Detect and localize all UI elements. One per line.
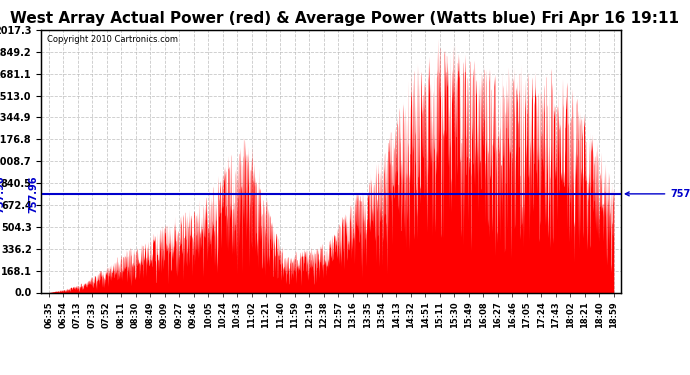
Text: 757.96: 757.96 bbox=[0, 175, 6, 213]
Text: 757.96: 757.96 bbox=[625, 189, 690, 199]
Text: Copyright 2010 Cartronics.com: Copyright 2010 Cartronics.com bbox=[47, 35, 178, 44]
Text: West Array Actual Power (red) & Average Power (Watts blue) Fri Apr 16 19:11: West Array Actual Power (red) & Average … bbox=[10, 11, 680, 26]
Text: 757.96: 757.96 bbox=[28, 175, 39, 213]
